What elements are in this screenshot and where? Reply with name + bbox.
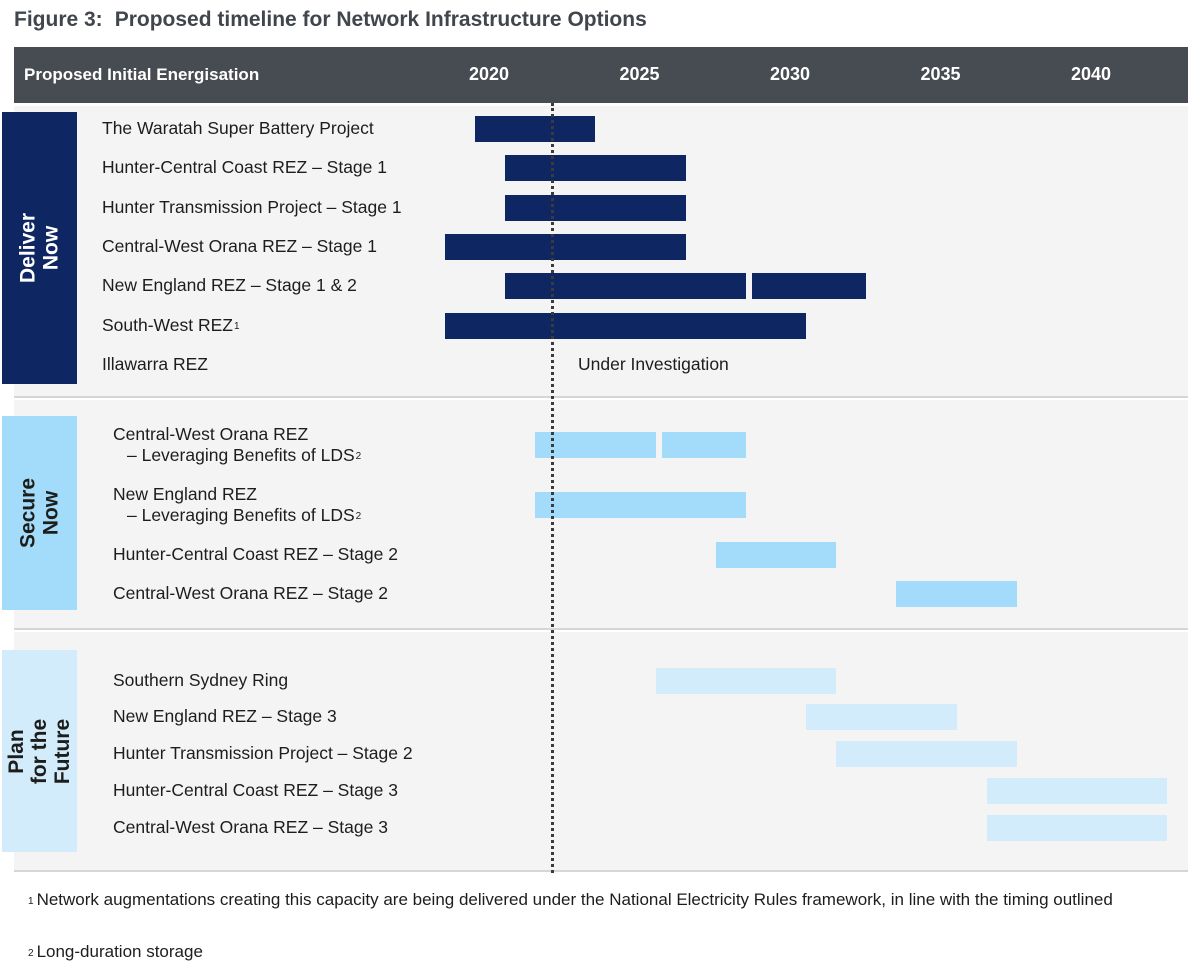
year-tick-2035: 2035 bbox=[920, 64, 961, 84]
task-label: New England REZ – Stage 1 & 2 bbox=[102, 275, 357, 296]
current-year-marker bbox=[551, 103, 555, 873]
timeline-bar bbox=[505, 155, 686, 181]
task-label: Hunter-Central Coast REZ – Stage 1 bbox=[102, 157, 387, 178]
timeline-bar bbox=[661, 432, 746, 458]
figure-title: Figure 3: Proposed timeline for Network I… bbox=[14, 8, 647, 32]
group-band: Plan for the Future bbox=[2, 650, 77, 852]
group-band: Deliver Now bbox=[2, 112, 77, 384]
task-label: Central-West Orana REZ – Stage 1 bbox=[102, 236, 377, 257]
task-label: Central-West Orana REZ – Leveraging Benef… bbox=[113, 424, 361, 466]
status-note: Under Investigation bbox=[578, 354, 729, 374]
task-label-text: Hunter Transmission Project – Stage 1 bbox=[102, 197, 402, 217]
task-label: South-West REZ1 bbox=[102, 315, 240, 336]
timeline-bar bbox=[986, 815, 1168, 841]
footnote-1-text: Network augmentations creating this capa… bbox=[36, 890, 1113, 909]
task-sublabel-text: – Leveraging Benefits of LDS bbox=[127, 445, 355, 465]
footnote-1: 1 Network augmentations creating this cap… bbox=[28, 888, 1148, 912]
timeline-bar bbox=[751, 273, 867, 299]
task-label-text: Central-West Orana REZ – Stage 2 bbox=[113, 583, 388, 603]
timeline-bar bbox=[896, 581, 1017, 607]
footnote-1-mark: 1 bbox=[28, 896, 34, 907]
task-label: Central-West Orana REZ – Stage 2 bbox=[113, 583, 388, 604]
timeline-bar bbox=[444, 234, 686, 260]
footnote-ref: 2 bbox=[355, 451, 362, 462]
timeline-bar bbox=[475, 116, 596, 142]
timeline-bar bbox=[535, 432, 656, 458]
task-label-text: New England REZ – Stage 1 & 2 bbox=[102, 275, 357, 295]
task-label-text: Central-West Orana REZ – Stage 1 bbox=[102, 236, 377, 256]
task-label-text: Hunter-Central Coast REZ – Stage 1 bbox=[102, 157, 387, 177]
task-label-text: Central-West Orana REZ bbox=[113, 424, 309, 444]
task-label-text: Illawarra REZ bbox=[102, 354, 208, 374]
task-sublabel: – Leveraging Benefits of LDS2 bbox=[113, 505, 361, 526]
timeline-bar bbox=[505, 273, 746, 299]
task-label-text: Southern Sydney Ring bbox=[113, 670, 289, 690]
timeline-bar bbox=[806, 704, 957, 730]
task-label-text: Hunter-Central Coast REZ – Stage 2 bbox=[113, 544, 398, 564]
timeline-bar bbox=[986, 778, 1168, 804]
task-label: Hunter Transmission Project – Stage 1 bbox=[102, 197, 402, 218]
timeline-header: Proposed Initial Energisation 2020 2025 20… bbox=[14, 47, 1188, 103]
task-label-text: Central-West Orana REZ – Stage 3 bbox=[113, 817, 388, 837]
task-label-text: The Waratah Super Battery Project bbox=[102, 118, 374, 138]
task-label-text: New England REZ bbox=[113, 484, 257, 504]
group-band: Secure Now bbox=[2, 416, 77, 610]
task-label-text: Hunter Transmission Project – Stage 2 bbox=[113, 743, 413, 763]
figure-title-text: Proposed timeline for Network Infrastruc… bbox=[114, 8, 647, 31]
footnote-ref: 2 bbox=[355, 511, 362, 522]
group-label: Plan for the Future bbox=[5, 718, 74, 784]
task-sublabel-text: – Leveraging Benefits of LDS bbox=[127, 505, 355, 525]
year-tick-2020: 2020 bbox=[468, 64, 510, 84]
header-label: Proposed Initial Energisation bbox=[24, 65, 260, 84]
task-label-text: South-West REZ bbox=[102, 315, 233, 335]
group-label: Secure Now bbox=[16, 477, 63, 549]
year-tick-2030: 2030 bbox=[769, 64, 811, 84]
timeline-bar bbox=[715, 542, 837, 568]
task-label: Illawarra REZ bbox=[102, 354, 208, 375]
task-label: The Waratah Super Battery Project bbox=[102, 118, 374, 139]
timeline-bar bbox=[655, 668, 837, 694]
task-label: New England REZ – Leveraging Benefits of … bbox=[113, 484, 361, 526]
footnote-2-text: Long-duration storage bbox=[36, 942, 203, 961]
timeline-bar bbox=[444, 313, 807, 339]
task-label-text: Hunter-Central Coast REZ – Stage 3 bbox=[113, 780, 398, 800]
task-sublabel: – Leveraging Benefits of LDS2 bbox=[113, 445, 361, 466]
task-label: Hunter-Central Coast REZ – Stage 3 bbox=[113, 780, 398, 801]
task-label: New England REZ – Stage 3 bbox=[113, 706, 337, 727]
task-label: Southern Sydney Ring bbox=[113, 670, 288, 691]
year-tick-2025: 2025 bbox=[619, 64, 660, 84]
task-label: Hunter-Central Coast REZ – Stage 2 bbox=[113, 544, 398, 565]
group-label: Deliver Now bbox=[16, 212, 63, 284]
figure-number: Figure 3: bbox=[14, 8, 103, 31]
footnote-2-mark: 2 bbox=[28, 948, 34, 959]
timeline-bar bbox=[535, 492, 746, 518]
timeline-bar bbox=[505, 195, 686, 221]
footnote-2: 2 Long-duration storage bbox=[28, 940, 1148, 964]
timeline-bar bbox=[836, 741, 1017, 767]
task-label-text: New England REZ – Stage 3 bbox=[113, 706, 337, 726]
footnote-ref: 1 bbox=[233, 321, 240, 332]
year-tick-2040: 2040 bbox=[1070, 64, 1112, 84]
task-label: Hunter Transmission Project – Stage 2 bbox=[113, 743, 413, 764]
task-label: Central-West Orana REZ – Stage 3 bbox=[113, 817, 388, 838]
